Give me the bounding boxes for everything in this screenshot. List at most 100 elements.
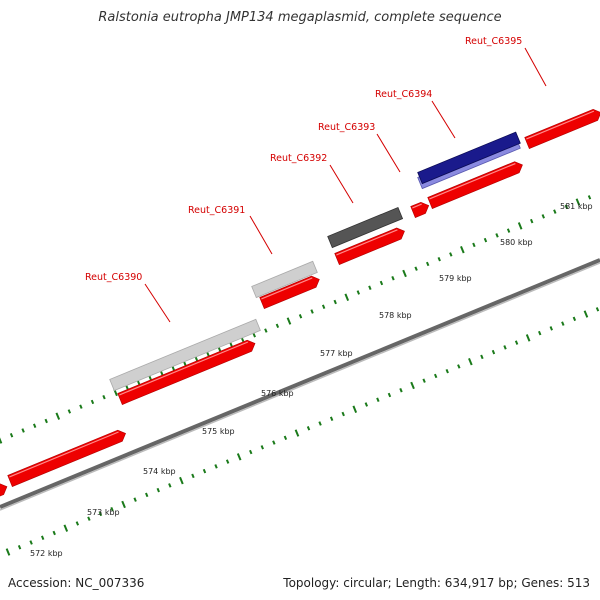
gene-label-leader <box>329 164 354 204</box>
tick-mark <box>387 392 392 398</box>
tick-mark <box>191 473 195 479</box>
map-title: Ralstonia eutropha JMP134 megaplasmid, c… <box>98 10 502 25</box>
kbp-label: 575 kbp <box>202 427 235 436</box>
tick-mark <box>572 316 577 322</box>
kbp-label-layer: 572 kbp 573 kbp 574 kbp 575 kbp 576 kbp 577 k… <box>30 202 593 558</box>
tick-mark <box>445 368 449 374</box>
tick-mark <box>356 290 361 295</box>
tick-mark <box>217 347 222 352</box>
cds-arrow <box>427 161 523 209</box>
tick-mark <box>564 204 569 210</box>
tick-mark <box>133 497 137 502</box>
tick-mark <box>98 511 103 517</box>
tick-mark <box>318 421 322 426</box>
tick-mark <box>87 516 91 521</box>
hit-bar <box>417 131 521 185</box>
tick-mark <box>575 198 581 206</box>
cds-arrow <box>0 483 8 498</box>
cds-track <box>0 108 600 498</box>
tick-mark <box>391 275 395 281</box>
tick-mark <box>63 524 69 532</box>
tick-mark <box>21 428 25 433</box>
kbp-label: 572 kbp <box>30 549 63 558</box>
tick-mark <box>321 304 326 309</box>
cds-arrow <box>259 275 320 309</box>
cds-arrow <box>334 227 405 265</box>
tick-mark <box>241 337 245 343</box>
kbp-label: 581 kbp <box>560 202 593 211</box>
topology-summary: Topology: circular; Length: 634,917 bp; … <box>283 576 590 590</box>
sequence-backbone <box>0 258 600 511</box>
tick-mark <box>514 340 519 345</box>
tick-mark <box>549 326 553 331</box>
tick-mark <box>275 323 280 329</box>
tick-mark <box>399 387 403 393</box>
tick-mark <box>329 416 334 421</box>
gene-label-layer: Reut_C6390 Reut_C6391 Reut_C6392 Reut_C6393… <box>85 36 547 323</box>
accession-text: Accession: NC_007336 <box>8 576 145 590</box>
tick-mark <box>376 397 380 402</box>
kbp-label: 573 kbp <box>87 508 120 517</box>
lower-tick-track <box>5 307 600 556</box>
hit-bar <box>327 206 404 249</box>
tick-mark <box>306 426 311 431</box>
tick-mark <box>294 429 300 437</box>
tick-mark <box>341 411 345 417</box>
tick-mark <box>137 380 141 386</box>
tick-mark <box>433 373 438 379</box>
tick-mark <box>5 548 11 556</box>
gene-label: Reut_C6391 <box>188 205 245 216</box>
tick-mark <box>506 228 511 233</box>
tick-mark <box>202 468 207 474</box>
tick-mark <box>449 252 453 257</box>
tick-mark <box>168 483 172 488</box>
tick-mark <box>414 266 418 271</box>
tick-mark <box>75 521 80 526</box>
tick-mark <box>310 309 314 314</box>
tick-mark <box>260 445 264 450</box>
kbp-label: 580 kbp <box>500 238 533 247</box>
tick-mark <box>480 354 484 360</box>
tick-mark <box>517 222 523 230</box>
tick-mark <box>44 418 48 424</box>
tick-mark <box>40 535 45 540</box>
tick-mark <box>530 218 534 224</box>
tick-mark <box>344 293 350 301</box>
tick-mark <box>160 371 164 376</box>
tick-mark <box>553 209 557 214</box>
cds-arrow <box>117 339 256 405</box>
tick-mark <box>352 405 358 413</box>
tick-mark <box>298 314 303 319</box>
tick-mark <box>145 492 149 498</box>
tick-mark <box>538 330 542 336</box>
gene-label-leader <box>524 47 547 87</box>
tick-mark <box>236 453 242 461</box>
backbone-line <box>0 258 600 509</box>
tick-mark <box>583 310 589 318</box>
tick-mark <box>402 269 407 278</box>
tick-mark <box>491 349 496 355</box>
gene-label: Reut_C6390 <box>85 272 142 283</box>
tick-mark <box>183 361 187 367</box>
cds-arrow <box>410 201 430 218</box>
tick-mark <box>410 381 415 390</box>
gene-label-leader <box>376 133 401 173</box>
tick-mark <box>264 328 268 333</box>
tick-mark <box>9 433 14 438</box>
tick-mark <box>286 317 292 325</box>
upper-tick-track <box>0 195 592 444</box>
tick-mark <box>495 233 499 238</box>
tick-mark <box>422 378 426 383</box>
tick-mark <box>206 352 210 357</box>
cds-arrow <box>7 429 126 487</box>
kbp-label: 574 kbp <box>143 467 176 476</box>
tick-mark <box>333 299 337 305</box>
tick-mark <box>587 195 592 200</box>
gene-label-leader <box>249 215 273 255</box>
tick-mark <box>364 402 369 407</box>
tick-mark <box>214 464 218 469</box>
tick-mark <box>121 500 126 509</box>
tick-mark <box>472 242 476 248</box>
tick-mark <box>148 375 152 381</box>
kbp-label: 578 kbp <box>379 311 412 320</box>
